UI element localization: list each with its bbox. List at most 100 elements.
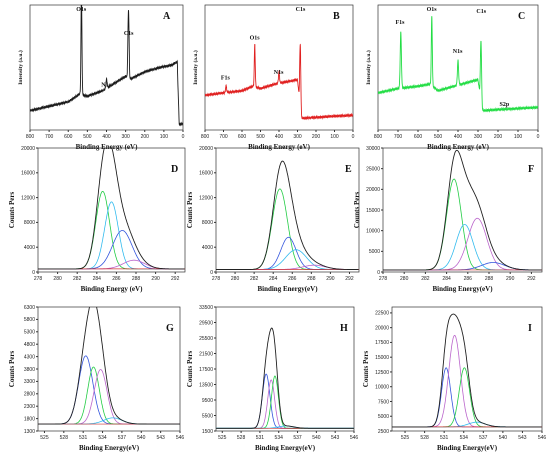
fit-component bbox=[216, 236, 359, 270]
x-axis-label: Binding Energy(eV) bbox=[257, 285, 318, 293]
panel-g: G 525 528 531 534 537 540 543 546 Binding Energy(… bbox=[8, 305, 185, 452]
y-tick-label: 5000 bbox=[369, 249, 380, 255]
x-tick-label: 400 bbox=[102, 134, 111, 140]
plot-frame bbox=[215, 147, 360, 273]
y-tick-label: 9500 bbox=[202, 398, 213, 404]
x-tick-label: 400 bbox=[275, 134, 284, 140]
peak-label: O1s bbox=[76, 7, 87, 13]
peak-label: C1s bbox=[476, 9, 486, 15]
y-tick-label: 12000 bbox=[21, 195, 35, 201]
fit-component bbox=[216, 249, 359, 270]
panel-letter: F bbox=[528, 164, 534, 175]
fit-component bbox=[383, 178, 542, 271]
x-tick-label: 100 bbox=[330, 134, 339, 140]
x-axis-label: Binding Energy(eV) bbox=[432, 285, 493, 293]
panel-c: C 800 700 600 500 400 300 200 100 0 Binding Energy… bbox=[365, 4, 540, 151]
y-tick-label: 2800 bbox=[24, 392, 35, 398]
y-tick-label: 21500 bbox=[199, 351, 213, 357]
panel-letter: B bbox=[333, 11, 340, 22]
survey-spectrum bbox=[30, 5, 183, 127]
x-tick-label: 600 bbox=[238, 134, 247, 140]
panel-letter: G bbox=[166, 323, 174, 334]
peak-label: N1s bbox=[274, 70, 284, 76]
fit-component bbox=[38, 417, 180, 425]
x-tick-label: 286 bbox=[112, 276, 121, 282]
x-tick-label: 292 bbox=[171, 276, 180, 282]
y-tick-label: 16000 bbox=[21, 171, 35, 177]
x-axis-label: Binding Energy (eV) bbox=[248, 143, 311, 151]
y-axis-label: Intensity (a.u.) bbox=[192, 50, 199, 85]
y-axis-label: Counts Pers bbox=[8, 192, 16, 229]
panel-h: H 525 528 531 534 537 540 543 546 Binding Energy(… bbox=[186, 305, 358, 452]
x-tick-label: 280 bbox=[231, 276, 240, 282]
x-tick-label: 500 bbox=[256, 134, 265, 140]
x-tick-label: 525 bbox=[40, 435, 49, 441]
y-tick-label: 22500 bbox=[375, 311, 389, 317]
peak-label: N1s bbox=[453, 49, 463, 55]
fit-component bbox=[392, 367, 542, 428]
x-tick-label: 800 bbox=[374, 134, 383, 140]
y-tick-label: 20000 bbox=[375, 325, 389, 331]
x-tick-label: 528 bbox=[60, 435, 69, 441]
x-tick-label: 546 bbox=[350, 435, 359, 441]
x-tick-label: 284 bbox=[93, 276, 102, 282]
y-tick-label: 4000 bbox=[24, 245, 35, 251]
y-tick-label: 20000 bbox=[366, 187, 380, 193]
x-tick-label: 543 bbox=[331, 435, 340, 441]
x-tick-label: 300 bbox=[293, 134, 302, 140]
fit-component bbox=[216, 379, 354, 429]
fit-component bbox=[216, 375, 354, 429]
y-tick-label: 5000 bbox=[378, 414, 389, 420]
y-tick-label: 2500 bbox=[378, 429, 389, 435]
x-tick-label: 546 bbox=[176, 435, 185, 441]
x-tick-label: 280 bbox=[53, 276, 62, 282]
y-tick-label: 1800 bbox=[24, 416, 35, 422]
x-tick-label: 200 bbox=[494, 134, 503, 140]
x-tick-label: 543 bbox=[518, 435, 527, 441]
spectrum-envelope bbox=[216, 327, 354, 429]
x-tick-label: 500 bbox=[434, 134, 443, 140]
x-tick-label: 500 bbox=[83, 134, 92, 140]
x-tick-label: 280 bbox=[400, 276, 409, 282]
x-axis-label: Binding Energy(eV) bbox=[79, 444, 140, 452]
survey-spectrum bbox=[378, 16, 538, 113]
x-tick-label: 700 bbox=[45, 134, 54, 140]
x-tick-label: 600 bbox=[64, 134, 73, 140]
y-axis-label: Counts Pers bbox=[362, 351, 370, 388]
y-axis-label: Counts Pers bbox=[186, 351, 194, 388]
x-tick-label: 537 bbox=[479, 435, 488, 441]
x-tick-label: 0 bbox=[182, 134, 185, 140]
x-tick-label: 531 bbox=[440, 435, 449, 441]
x-tick-label: 290 bbox=[326, 276, 335, 282]
x-tick-label: 282 bbox=[421, 276, 430, 282]
panel-e: E 278 280 282 284 286 288 290 292 Binding Energy(… bbox=[186, 146, 360, 293]
y-tick-label: 17500 bbox=[199, 367, 213, 373]
panel-letter: C bbox=[518, 11, 525, 22]
x-tick-label: 0 bbox=[352, 134, 355, 140]
y-axis-label: Counts Pers bbox=[186, 192, 194, 229]
x-tick-label: 525 bbox=[401, 435, 410, 441]
y-tick-label: 1300 bbox=[24, 429, 35, 435]
y-tick-label: 33500 bbox=[199, 305, 213, 311]
x-tick-label: 282 bbox=[73, 276, 82, 282]
fit-component bbox=[392, 334, 542, 428]
x-tick-label: 531 bbox=[79, 435, 88, 441]
y-tick-label: 20000 bbox=[199, 146, 213, 152]
y-tick-label: 4300 bbox=[24, 354, 35, 360]
x-axis-label: Binding Energy(eV) bbox=[255, 444, 316, 452]
plot-frame bbox=[37, 147, 186, 273]
fit-component bbox=[38, 355, 180, 425]
x-tick-label: 100 bbox=[514, 134, 523, 140]
x-tick-label: 540 bbox=[499, 435, 508, 441]
y-tick-label: 3300 bbox=[24, 379, 35, 385]
y-tick-label: 10000 bbox=[366, 228, 380, 234]
panel-i: I 525 528 531 534 537 540 543 546 Binding Energy(… bbox=[362, 306, 546, 452]
x-tick-label: 288 bbox=[132, 276, 141, 282]
peak-label: C1s bbox=[296, 7, 306, 13]
y-tick-label: 7500 bbox=[378, 399, 389, 405]
peak-label: N1s bbox=[101, 82, 111, 88]
x-axis-label: Binding Energy (eV) bbox=[76, 143, 139, 151]
y-tick-label: 10000 bbox=[375, 385, 389, 391]
panel-a: A 800 700 600 500 400 300 200 100 0 Binding Energy… bbox=[17, 4, 185, 151]
